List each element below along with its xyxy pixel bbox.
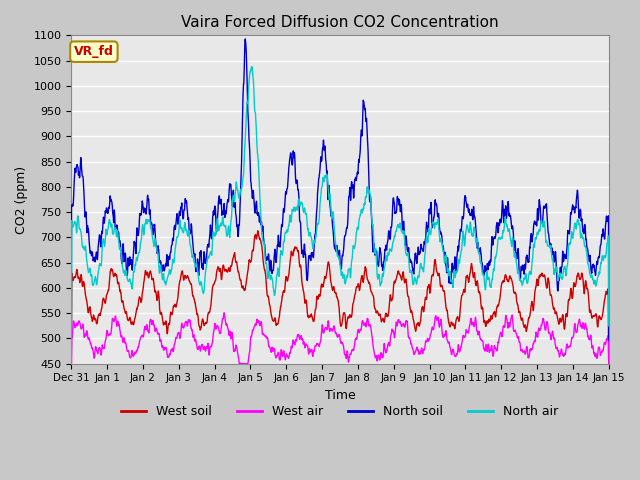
West air	[573, 330, 580, 336]
North soil	[557, 264, 565, 270]
West air	[605, 361, 612, 367]
Title: Vaira Forced Diffusion CO2 Concentration: Vaira Forced Diffusion CO2 Concentration	[181, 15, 499, 30]
Legend: West soil, West air, North soil, North air: West soil, West air, North soil, North a…	[116, 400, 564, 423]
Line: North soil: North soil	[71, 39, 609, 340]
Line: North air: North air	[71, 67, 609, 364]
North soil	[241, 36, 249, 42]
North air	[67, 361, 75, 367]
North soil	[573, 197, 580, 203]
West air	[218, 326, 225, 332]
West air	[220, 310, 228, 316]
North air	[367, 206, 375, 212]
North soil	[356, 154, 364, 160]
North air	[557, 275, 565, 280]
North air	[497, 237, 504, 242]
West soil	[497, 293, 504, 299]
Line: West air: West air	[71, 313, 609, 364]
X-axis label: Time: Time	[324, 389, 355, 402]
West air	[67, 361, 75, 367]
North air	[573, 226, 580, 231]
West soil	[67, 361, 75, 367]
North soil	[67, 330, 75, 336]
West air	[497, 331, 504, 336]
North air	[248, 64, 255, 70]
West soil	[356, 288, 364, 293]
West soil	[218, 274, 225, 280]
North soil	[605, 337, 612, 343]
West air	[356, 329, 364, 335]
Y-axis label: CO2 (ppm): CO2 (ppm)	[15, 166, 28, 234]
North air	[218, 222, 225, 228]
West soil	[557, 319, 565, 324]
North soil	[218, 196, 225, 202]
West soil	[367, 289, 375, 295]
West soil	[573, 278, 580, 284]
West soil	[605, 361, 612, 367]
West air	[367, 328, 375, 334]
West soil	[254, 228, 262, 234]
North air	[356, 215, 364, 221]
North air	[605, 323, 612, 329]
Line: West soil: West soil	[71, 231, 609, 364]
North soil	[497, 216, 504, 222]
West air	[557, 346, 565, 352]
North soil	[367, 209, 375, 215]
Text: VR_fd: VR_fd	[74, 45, 114, 58]
